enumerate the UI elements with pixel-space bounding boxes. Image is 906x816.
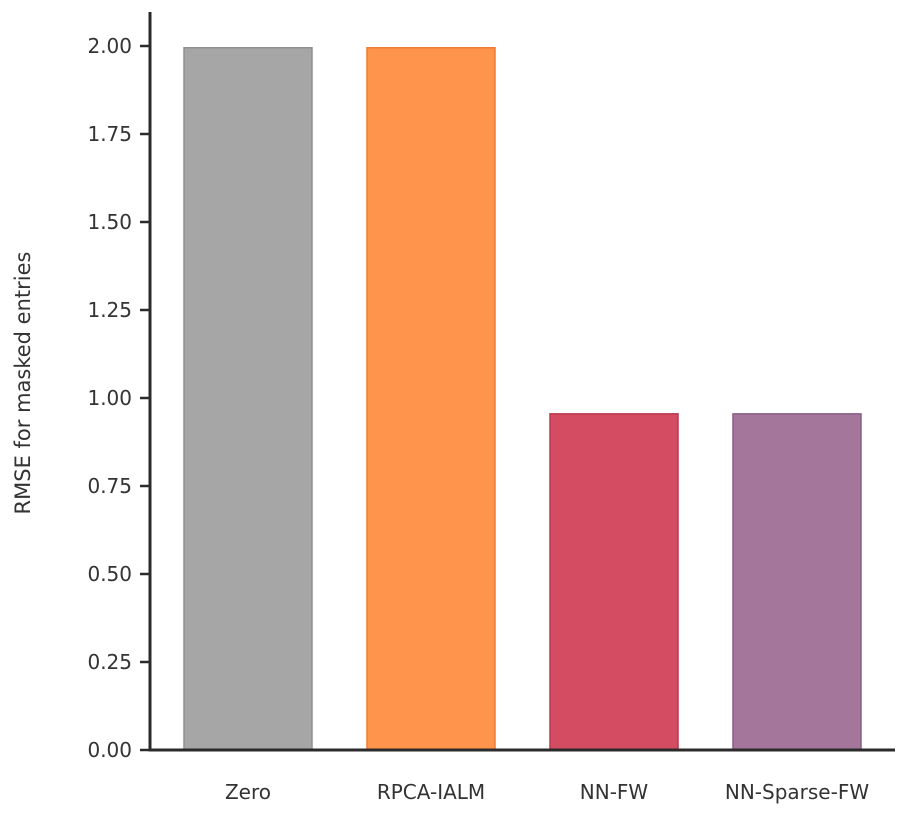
- y-tick-label: 1.75: [87, 122, 132, 146]
- y-tick-label: 1.50: [87, 210, 132, 234]
- bars-layer: [183, 47, 862, 751]
- bar-nn-sparse-fw: [732, 413, 862, 751]
- y-ticks-layer: 0.00 0.25 0.50 0.75 1.00 1.25 1.50 1.75 2.00: [87, 34, 150, 762]
- y-tick-label: 1.25: [87, 298, 132, 322]
- x-tick-label: NN-FW: [580, 780, 649, 804]
- bar-nn-fw: [549, 413, 679, 751]
- y-tick-label: 0.50: [87, 562, 132, 586]
- x-tick-label: RPCA-IALM: [377, 780, 485, 804]
- x-tick-label: NN-Sparse-FW: [725, 780, 869, 804]
- bar-zero: [183, 47, 313, 751]
- y-tick-label: 2.00: [87, 34, 132, 58]
- y-tick-label: 0.00: [87, 738, 132, 762]
- y-tick-label: 1.00: [87, 386, 132, 410]
- bar-rpca-ialm: [366, 47, 496, 751]
- y-axis-label: RMSE for masked entries: [11, 252, 35, 515]
- x-tick-label: Zero: [225, 780, 271, 804]
- y-tick-label: 0.25: [87, 650, 132, 674]
- y-tick-label: 0.75: [87, 474, 132, 498]
- x-tick-labels-layer: Zero RPCA-IALM NN-FW NN-Sparse-FW: [225, 780, 869, 804]
